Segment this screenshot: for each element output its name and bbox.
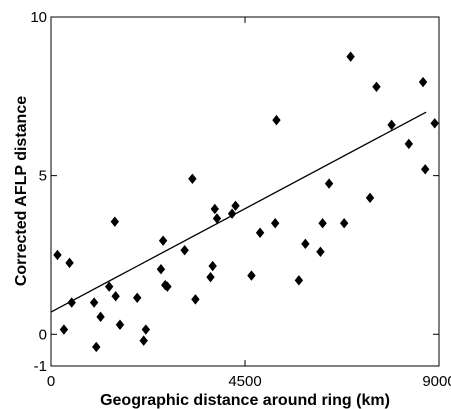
x-tick-label: 9000 [422,373,451,390]
data-point [316,246,325,257]
data-point [208,260,217,272]
data-point [210,203,220,215]
data-point [96,311,105,323]
data-point [133,292,142,303]
data-point [65,257,74,269]
data-point [206,271,215,283]
data-point [67,297,76,308]
data-point [247,270,256,281]
y-tick-label: -1 [34,358,47,375]
data-point [156,264,166,275]
x-tick-label: 4500 [228,373,261,390]
y-tick-label: 5 [39,168,47,185]
data-point [404,138,414,150]
data-point [115,319,125,330]
data-point [421,164,430,175]
data-point [255,227,265,238]
data-point [163,281,172,292]
y-tick-label: 10 [30,9,47,26]
points-layer [53,51,439,353]
x-tick-label: 0 [47,373,55,390]
x-axis-title: Geographic distance around ring (km) [100,392,390,409]
data-point [227,208,237,219]
data-point [111,291,120,302]
data-point [59,324,69,335]
data-point [158,235,168,246]
y-axis-title: Corrected AFLP distance [13,96,30,286]
data-point [387,119,396,131]
data-point [372,81,381,92]
data-point [272,114,281,126]
data-point [139,335,148,346]
data-point [318,218,327,229]
data-point [53,249,62,261]
data-point [324,178,334,189]
data-point [418,76,428,88]
data-point [294,275,304,286]
y-tick-label: 0 [39,326,47,343]
data-point [270,218,280,229]
data-point [212,213,222,224]
data-point [105,281,114,292]
data-point [365,192,375,204]
data-point [89,297,99,308]
data-point [188,173,197,185]
data-point [231,200,240,211]
data-point [346,51,355,62]
data-point [92,341,101,353]
data-point [110,216,120,227]
regression-line [50,111,427,313]
ticks-layer [50,16,440,367]
plot-frame [50,16,440,367]
data-point [301,238,310,250]
data-point [191,294,200,305]
data-point [430,118,439,129]
data-point [141,324,151,335]
data-point [180,244,189,256]
data-point [339,218,349,229]
